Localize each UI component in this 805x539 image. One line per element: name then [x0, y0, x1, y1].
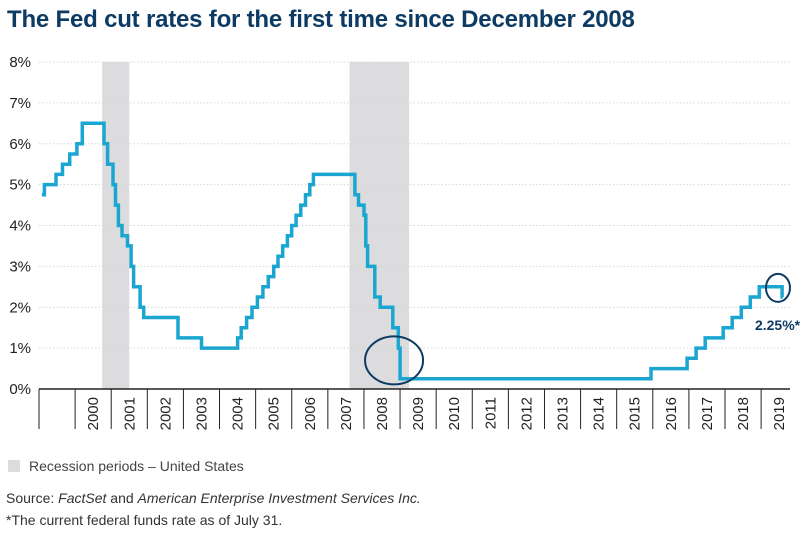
x-tick-label: 2015	[627, 397, 644, 430]
footnote: *The current federal funds rate as of Ju…	[6, 512, 283, 528]
x-tick-label: 2002	[157, 397, 174, 430]
x-tick-label: 2013	[555, 397, 572, 430]
x-tick-label: 2007	[338, 397, 355, 430]
x-tick-label: 2010	[446, 397, 463, 430]
current-rate-label: 2.25%*	[755, 317, 801, 333]
axes: 0% 1% 2% 3% 4% 5% 6% 7% 8% 2000 2001 2002 2003 2004 20…	[9, 54, 790, 430]
source-note: Source: FactSet and American Enterprise …	[6, 490, 421, 506]
y-tick-label: 1%	[9, 340, 31, 357]
x-tick-label: 2018	[735, 397, 752, 430]
source-prefix: Source:	[6, 490, 59, 506]
x-tick-label: 2005	[266, 397, 283, 430]
y-tick-label: 3%	[9, 258, 31, 275]
annotations: 2.25%*	[364, 272, 801, 386]
y-tick-label: 5%	[9, 177, 31, 194]
y-tick-label: 7%	[9, 95, 31, 112]
callout-circle-2008	[364, 335, 425, 386]
x-tick-label: 2003	[193, 397, 210, 430]
x-tick-label: 2011	[482, 397, 499, 429]
y-tick-label: 8%	[9, 54, 31, 71]
source-factset: FactSet	[58, 490, 107, 506]
recession-swatch	[8, 460, 20, 472]
series-line-fed-funds-rate	[41, 121, 784, 381]
legend: Recession periods – United States	[8, 458, 244, 474]
x-tick-label: 2019	[771, 397, 788, 430]
y-tick-label: 4%	[9, 218, 31, 235]
x-tick-label: 2009	[410, 397, 427, 430]
y-tick-label: 0%	[9, 381, 31, 398]
y-tick-label: 2%	[9, 299, 31, 316]
y-tick-label: 6%	[9, 136, 31, 153]
source-amex: American Enterprise Investment Services …	[137, 490, 421, 506]
legend-label: Recession periods – United States	[29, 458, 244, 474]
x-tick-label: 2017	[699, 397, 716, 430]
callout-circle-current	[764, 272, 791, 303]
x-tick-label: 2000	[85, 397, 102, 430]
x-tick-label: 2012	[518, 397, 535, 430]
chart-area: 0% 1% 2% 3% 4% 5% 6% 7% 8% 2000 2001 2002 2003 2004 20…	[9, 54, 801, 430]
x-tick-label: 2004	[230, 397, 247, 430]
source-middle: and	[106, 490, 138, 506]
gridlines	[39, 61, 790, 349]
x-tick-label: 2016	[663, 397, 680, 430]
x-tick-label: 2006	[302, 397, 319, 430]
series-layer	[41, 121, 784, 381]
x-tick-label: 2008	[374, 397, 391, 430]
chart-title: The Fed cut rates for the first time sin…	[7, 6, 635, 33]
x-tick-label: 2001	[121, 397, 138, 430]
x-tick-label: 2014	[591, 397, 608, 430]
